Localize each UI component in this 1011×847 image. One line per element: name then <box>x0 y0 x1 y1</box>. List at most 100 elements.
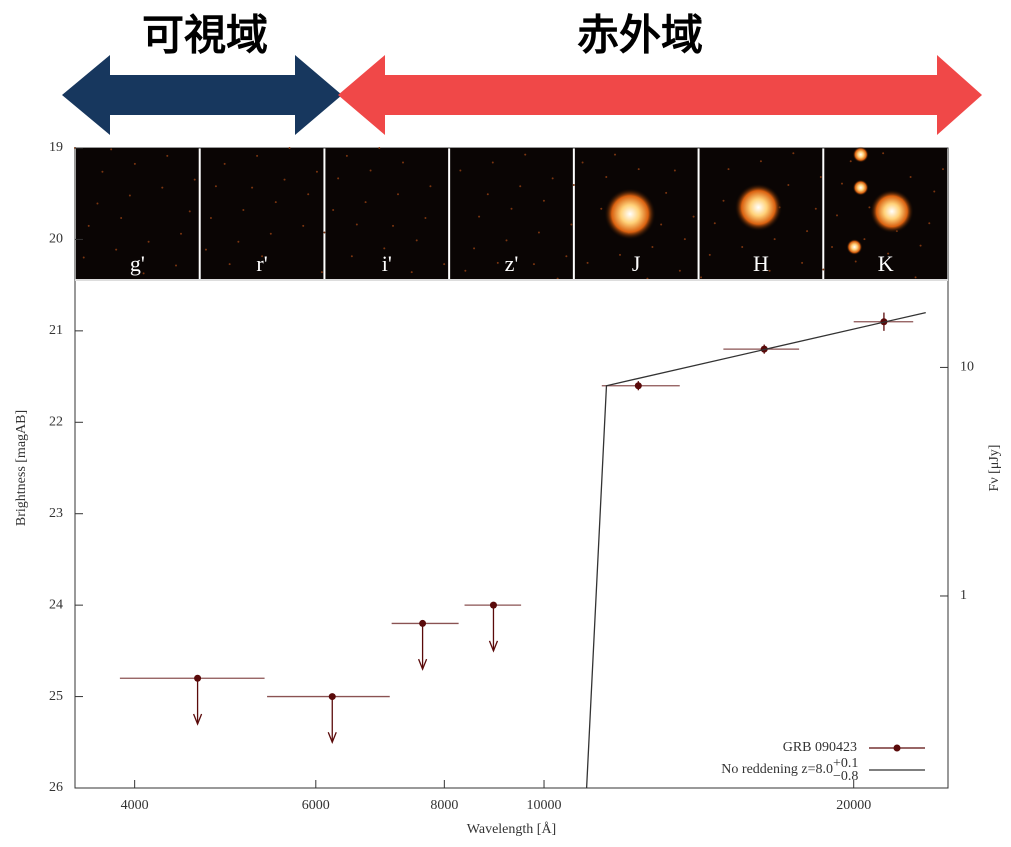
legend-label: GRB 090423 <box>783 740 857 755</box>
noise-speck <box>806 230 808 232</box>
data-point <box>329 693 336 700</box>
noise-speck <box>524 154 526 156</box>
noise-speck <box>378 147 380 149</box>
infrared-arrow <box>338 55 982 135</box>
noise-speck <box>459 169 461 171</box>
noise-speck <box>316 171 318 173</box>
noise-speck <box>129 195 131 197</box>
noise-speck <box>792 152 794 154</box>
x-axis-label: Wavelength [Å] <box>467 821 556 837</box>
thumbnail-label: K <box>878 251 894 276</box>
noise-speck <box>83 257 85 259</box>
noise-speck <box>700 276 702 278</box>
thumbnail-label: r' <box>256 251 267 276</box>
noise-speck <box>205 249 207 251</box>
thumbnail-label: g' <box>130 251 145 276</box>
visible-arrow <box>62 55 342 135</box>
noise-speck <box>270 233 272 235</box>
noise-speck <box>910 176 912 178</box>
noise-speck <box>831 246 833 248</box>
noise-speck <box>101 171 103 173</box>
noise-speck <box>487 193 489 195</box>
noise-speck <box>679 270 681 272</box>
noise-speck <box>769 270 771 272</box>
noise-speck <box>543 200 545 202</box>
noise-speck <box>210 217 212 219</box>
noise-speck <box>942 168 944 170</box>
noise-speck <box>356 224 358 226</box>
noise-speck <box>96 202 98 204</box>
y-axis-label: Brightness [magAB] <box>14 410 29 526</box>
noise-speck <box>822 268 824 270</box>
noise-speck <box>552 177 554 179</box>
noise-speck <box>760 160 762 162</box>
noise-speck <box>674 169 676 171</box>
noise-speck <box>237 241 239 243</box>
y2-axis-label: Fν [μJy] <box>987 445 1002 492</box>
noise-speck <box>787 184 789 186</box>
plot-area <box>120 313 926 788</box>
noise-speck <box>723 200 725 202</box>
noise-speck <box>863 238 865 240</box>
noise-speck <box>337 177 339 179</box>
source-glow <box>846 239 862 255</box>
noise-speck <box>492 162 494 164</box>
noise-speck <box>933 191 935 193</box>
noise-speck <box>411 271 413 273</box>
noise-speck <box>370 169 372 171</box>
noise-speck <box>497 262 499 264</box>
noise-speck <box>392 225 394 227</box>
legend-sub: −0.8 <box>833 769 858 784</box>
noise-speck <box>402 162 404 164</box>
noise-speck <box>882 152 884 154</box>
noise-speck <box>397 193 399 195</box>
noise-speck <box>815 208 817 210</box>
noise-speck <box>88 225 90 227</box>
noise-speck <box>855 261 857 263</box>
y-tick-label: 19 <box>49 140 63 155</box>
noise-speck <box>573 184 575 186</box>
noise-speck <box>346 155 348 157</box>
data-point <box>635 382 642 389</box>
y-tick-label: 24 <box>49 597 63 612</box>
noise-speck <box>665 192 667 194</box>
y-tick-label: 20 <box>49 232 63 247</box>
noise-speck <box>693 216 695 218</box>
x-tick-label: 10000 <box>527 798 562 813</box>
noise-speck <box>478 216 480 218</box>
noise-speck <box>161 187 163 189</box>
noise-speck <box>166 155 168 157</box>
noise-speck <box>175 264 177 266</box>
noise-speck <box>251 187 253 189</box>
noise-speck <box>836 214 838 216</box>
noise-speck <box>741 246 743 248</box>
y-tick-label: 26 <box>49 780 63 795</box>
noise-speck <box>229 263 231 265</box>
legend-marker <box>894 745 901 752</box>
noise-speck <box>148 241 150 243</box>
infrared-label: 赤外域 <box>577 11 703 60</box>
noise-speck <box>275 201 277 203</box>
noise-speck <box>429 185 431 187</box>
noise-speck <box>365 201 367 203</box>
thumbnail-label: z' <box>505 251 519 276</box>
thumbnail-label: J <box>632 251 641 276</box>
noise-speck <box>302 225 304 227</box>
noise-speck <box>224 163 226 165</box>
noise-speck <box>284 179 286 181</box>
noise-speck <box>728 168 730 170</box>
thumbnail-label: i' <box>382 251 392 276</box>
noise-speck <box>189 210 191 212</box>
noise-speck <box>120 217 122 219</box>
x-tick-label: 20000 <box>836 798 871 813</box>
noise-speck <box>351 255 353 257</box>
noise-speck <box>605 176 607 178</box>
source-glow <box>734 183 782 231</box>
noise-speck <box>709 254 711 256</box>
noise-speck <box>134 163 136 165</box>
noise-speck <box>565 255 567 257</box>
data-point <box>194 675 201 682</box>
noise-speck <box>660 224 662 226</box>
noise-speck <box>307 193 309 195</box>
noise-speck <box>619 254 621 256</box>
